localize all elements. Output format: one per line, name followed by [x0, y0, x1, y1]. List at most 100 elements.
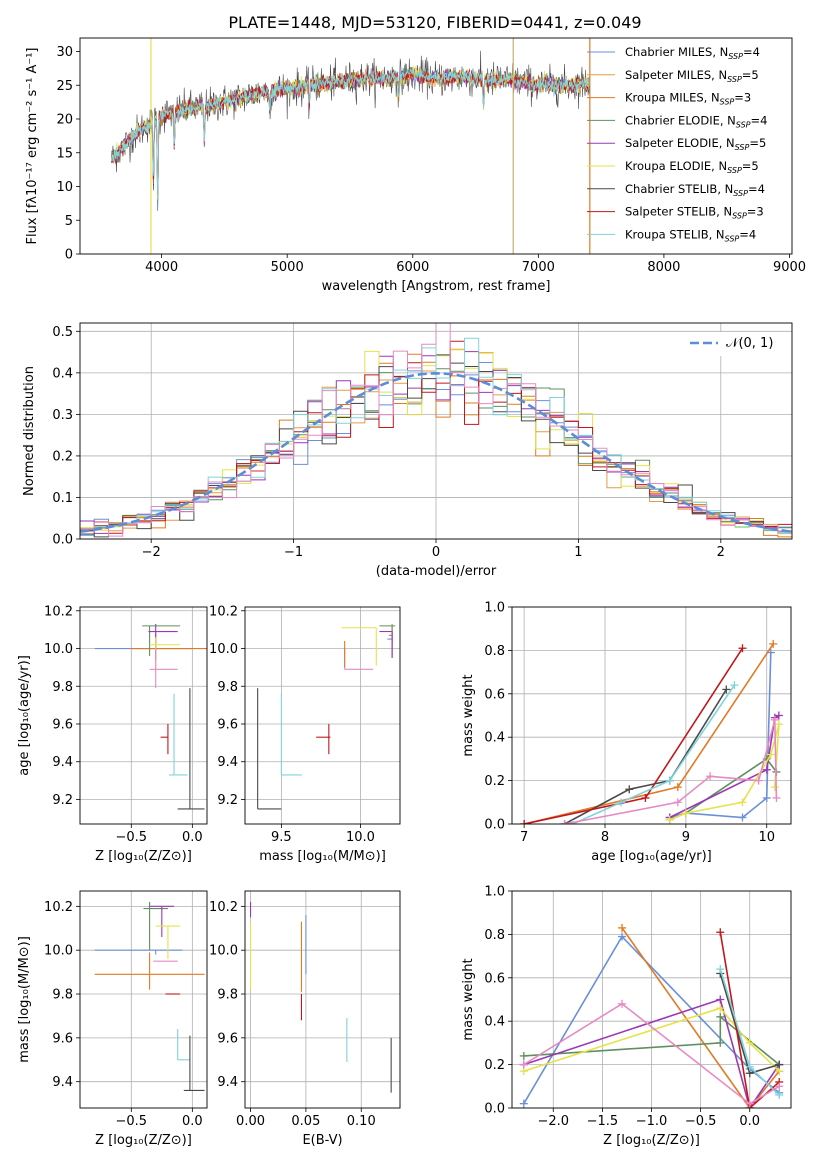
- y-tick-label: 0.4: [484, 731, 505, 746]
- weight-marker: [766, 750, 775, 759]
- plot-area: [111, 38, 591, 254]
- gaussian-curve: [80, 371, 792, 533]
- y-tick-label: 10.2: [44, 604, 73, 619]
- weight-series: [523, 998, 780, 1108]
- errorbar-point: [131, 633, 207, 660]
- weight-marker: [618, 999, 627, 1008]
- weight-marker: [775, 1060, 784, 1069]
- weight-marker: [745, 1099, 754, 1108]
- errorbar-point: [183, 1035, 205, 1092]
- weight-marker: [762, 793, 771, 802]
- errorbar-point: [387, 629, 393, 658]
- weight-marker: [641, 793, 650, 802]
- weight-series: [523, 643, 774, 824]
- weight-marker: [745, 1038, 754, 1047]
- errorbar-point: [344, 648, 374, 670]
- axes-frame: [79, 37, 793, 255]
- weight-series: [719, 932, 780, 1108]
- weight-marker: [618, 923, 627, 932]
- y-tick-label: 9.8: [52, 988, 73, 1003]
- y-tick-label: 0: [65, 248, 73, 263]
- x-tick-label: 6000: [396, 260, 429, 275]
- legend-entry: Salpeter STELIB, NSSP=3: [625, 205, 764, 221]
- y-tick-label: 9.8: [217, 988, 238, 1003]
- weight-marker: [618, 932, 627, 941]
- y-tick-label: 0.6: [484, 971, 505, 986]
- y-tick-label: 9.6: [217, 1031, 238, 1046]
- axes-frame: [511, 606, 792, 825]
- weight-marker: [774, 711, 783, 720]
- weight-series: [572, 684, 736, 824]
- x-tick-label: 9000: [773, 260, 806, 275]
- x-axis-label: age [log₁₀(age/yr)]: [591, 849, 712, 864]
- errorbar-point: [177, 688, 205, 810]
- weight-series: [621, 927, 780, 1108]
- plot-area: [249, 901, 392, 1093]
- y-tick-label: 10.2: [44, 900, 73, 915]
- x-tick-label: 7: [520, 830, 528, 845]
- y-axis-label: mass weight: [461, 958, 476, 1040]
- weight-marker: [716, 1038, 725, 1047]
- weight-marker: [681, 809, 690, 818]
- y-tick-label: 9.8: [52, 680, 73, 695]
- weight-marker: [775, 1090, 784, 1099]
- x-tick-label: 0.10: [347, 1114, 376, 1129]
- y-tick-label: 0.2: [484, 774, 505, 789]
- x-tick-label: 5000: [271, 260, 304, 275]
- y-tick-label: 9.4: [217, 755, 238, 770]
- weight-marker: [617, 798, 626, 807]
- legend-entry: Kroupa MILES, NSSP=3: [625, 91, 751, 107]
- y-tick-label: 15: [56, 146, 73, 161]
- y-tick-label: 10: [56, 180, 73, 195]
- x-tick-label: −0.5: [115, 1114, 147, 1129]
- x-tick-label: 0.0: [739, 1114, 760, 1129]
- y-tick-label: 0.4: [52, 366, 73, 381]
- plot-area: [520, 639, 783, 824]
- weight-marker: [519, 1099, 528, 1108]
- y-tick-label: 25: [56, 79, 73, 94]
- errorbar-point: [379, 630, 393, 658]
- y-axis-label: Normed distribution: [22, 366, 37, 496]
- weight-marker: [520, 820, 529, 824]
- errorbar-point: [149, 637, 181, 672]
- weight-marker: [738, 798, 747, 807]
- weight-marker: [716, 1004, 725, 1013]
- x-tick-label: 0.0: [182, 830, 203, 845]
- y-tick-label: 1.0: [484, 601, 505, 616]
- x-tick-label: −1: [284, 545, 303, 560]
- axes-frame: [79, 322, 793, 540]
- x-tick-label: −0.5: [115, 830, 147, 845]
- errorbar-point: [280, 693, 302, 776]
- weight-marker: [716, 965, 725, 974]
- weight-marker: [673, 798, 682, 807]
- y-tick-label: 0.1: [52, 491, 73, 506]
- legend-entry: Chabrier STELIB, NSSP=4: [625, 182, 765, 198]
- weight-marker: [762, 765, 771, 774]
- plot-area: [519, 923, 784, 1108]
- y-tick-label: 0.3: [52, 408, 73, 423]
- weight-marker: [775, 1082, 784, 1091]
- panel-mass-weight-vs-Z: −2.0 −1.5 −1.0 −0.5 0.0 0.0 0.2 0.4 0.6 0.8 1.0 Z […: [461, 885, 792, 1148]
- weight-marker: [774, 720, 783, 729]
- x-tick-label: 0: [432, 545, 440, 560]
- weight-marker: [560, 820, 569, 824]
- weight-marker: [722, 685, 731, 694]
- x-tick-label: 0.05: [291, 1114, 320, 1129]
- panel-age-vs-Z: −0.5 0.0 9.2 9.4 9.6 9.8 10.0 10.2 Z [log₁₀(Z/Z⊙…: [17, 604, 208, 864]
- x-tick-label: −0.5: [685, 1114, 717, 1129]
- errorbar-point: [341, 627, 377, 666]
- weight-marker: [706, 772, 715, 781]
- y-tick-label: 10.2: [209, 604, 238, 619]
- errorbar-point: [169, 693, 188, 776]
- errorbar-point: [155, 925, 181, 959]
- errorbar-point: [148, 623, 178, 660]
- y-tick-label: 10.0: [44, 944, 73, 959]
- legend-entry: Salpeter ELODIE, NSSP=5: [625, 136, 766, 152]
- y-tick-label: 9.2: [52, 793, 73, 808]
- x-tick-label: 2: [717, 545, 725, 560]
- y-tick-label: 0.8: [484, 928, 505, 943]
- weight-series: [669, 714, 780, 819]
- errorbar-point: [257, 688, 282, 810]
- weight-marker: [519, 1060, 528, 1069]
